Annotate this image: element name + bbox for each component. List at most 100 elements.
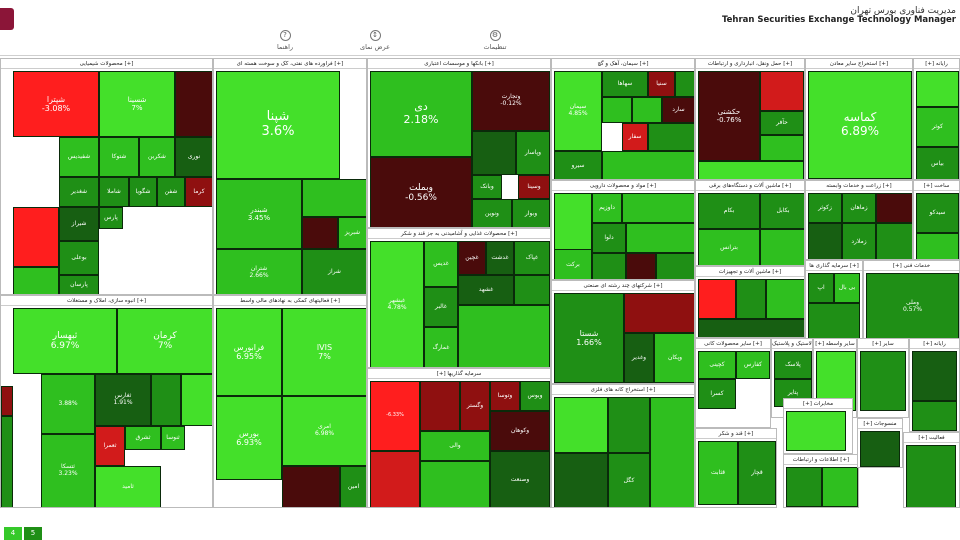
stock-tile[interactable]: ونوین [472,199,512,227]
sector-title[interactable]: زراعت و خدمات وابسته [+] [806,181,912,191]
stock-tile[interactable] [808,223,842,259]
sector-title[interactable]: استخراج سایر معادن [+] [806,59,912,69]
stock-tile[interactable]: غشهد [458,275,514,305]
stock-tile[interactable]: زماهان [842,193,876,223]
stock-tile[interactable]: کسرا [698,379,736,409]
stock-tile[interactable]: وگستر [460,381,490,431]
stock-tile[interactable]: شپنا 3.6% [216,71,340,179]
sector-title[interactable]: شرکتهای چند رشته ای صنعتی [+] [552,281,694,291]
stock-tile[interactable]: برکت [554,249,592,279]
stock-tile[interactable]: سهاها [602,71,648,97]
stock-tile[interactable] [698,279,736,319]
sector-title[interactable]: [+] ساخت [914,181,959,191]
stock-tile[interactable] [624,293,694,333]
stock-tile[interactable]: حآفر [760,111,804,135]
stock-tile[interactable] [766,279,804,319]
stock-tile[interactable]: شبندر 3.45% [216,179,302,249]
stock-tile[interactable]: والی [420,431,490,461]
stock-tile[interactable]: پلاسک [774,351,812,379]
stock-tile[interactable] [626,223,694,253]
stock-tile[interactable]: شیراز [59,207,99,241]
stock-tile[interactable] [650,397,694,507]
stock-tile[interactable] [554,397,608,453]
stock-tile[interactable]: داوزیم [592,193,622,223]
stock-tile[interactable] [656,253,694,279]
stock-tile[interactable]: کوثر [916,107,959,147]
sector-title[interactable]: فعالیتهای کمکی به نهادهای مالی واسط [+] [214,296,366,306]
stock-tile[interactable]: فرابورس 6.95% [216,308,282,396]
stock-tile[interactable]: اVIS 7% [282,308,366,396]
sector-title[interactable]: [+] سرمایه گذاریها [368,369,550,379]
stock-tile[interactable]: وبملت -0.56% [370,157,472,227]
sector-title[interactable]: بانکها و موسسات اعتباری [+] [368,59,550,69]
sector-title[interactable]: [+] خدمات فنی [864,261,959,271]
stock-tile[interactable] [13,267,59,294]
stock-tile[interactable] [592,253,626,279]
logo-tab[interactable] [0,8,14,30]
stock-tile[interactable] [675,71,694,97]
stock-tile[interactable] [760,229,804,265]
stock-tile[interactable]: غچین [458,241,486,275]
stock-tile[interactable]: وصنعت [490,451,550,507]
stock-tile[interactable] [602,97,632,123]
stock-tile[interactable] [1,416,13,507]
stock-tile[interactable]: بی بال [834,273,860,303]
stock-tile[interactable] [860,351,906,411]
sector-title[interactable]: [+] فعالیت [904,433,959,443]
stock-tile[interactable] [916,233,959,259]
stock-tile[interactable]: وملی 0.57% [866,273,959,339]
stock-tile[interactable]: پارس [99,207,123,229]
stock-tile[interactable]: شتران 2.66% [216,249,302,294]
display-mode-button[interactable]: ↕ عرض نمای [350,30,400,51]
stock-tile[interactable]: شاملا [99,177,129,207]
stock-tile[interactable] [602,151,694,179]
stock-tile[interactable]: شبریز [338,217,366,249]
stock-tile[interactable] [916,71,959,107]
stock-tile[interactable] [648,123,694,151]
stock-tile[interactable] [175,71,212,137]
stock-tile[interactable]: زکوثر [808,193,842,223]
stock-tile[interactable]: ثنوسا [161,426,185,450]
stock-tile[interactable]: شگویا [129,177,157,207]
stock-tile[interactable] [151,374,181,426]
stock-tile[interactable] [370,451,420,507]
stock-tile[interactable]: شپترا -3.08% [13,71,99,137]
stock-tile[interactable] [698,161,804,179]
stock-tile[interactable]: بکابل [760,193,804,229]
sector-title[interactable]: قند و شکر [+] [696,429,776,439]
stock-tile[interactable]: وتوسا [490,381,520,411]
stock-tile[interactable]: بیاس [916,147,959,179]
stock-tile[interactable]: سارد [662,97,694,123]
stock-tile[interactable] [760,71,804,111]
sector-title[interactable]: [+] منسوجات [858,419,902,429]
stock-tile[interactable]: سیدکو [916,193,959,233]
stock-tile[interactable] [698,319,804,337]
stock-tile[interactable]: دی 2.18% [370,71,472,157]
stock-tile[interactable]: وتجارت -0.12% [472,71,550,131]
stock-tile[interactable] [302,217,338,249]
stock-tile[interactable]: سنیا [648,71,675,97]
stock-tile[interactable]: غبشهر 4.78% [370,241,424,367]
sector-title[interactable]: [+] رایانه [914,59,959,69]
settings-button[interactable]: ⚙ تنظیمات [470,30,520,51]
page-button[interactable]: 4 [4,527,22,540]
stock-tile[interactable]: امری 6.98% [282,396,366,466]
stock-tile[interactable]: ثغارس 1.91% [95,374,151,426]
stock-tile[interactable]: ثبهسار 6.97% [13,308,117,374]
stock-tile[interactable]: حکشتی -0.76% [698,71,760,161]
stock-tile[interactable] [472,131,516,175]
stock-tile[interactable]: بورس 6.93% [216,396,282,480]
stock-tile[interactable]: شفیدیس [59,137,99,177]
stock-tile[interactable]: کرما [185,177,212,207]
stock-tile[interactable] [786,467,822,507]
sector-title[interactable]: [+] مخابرات [784,399,852,409]
sector-title[interactable]: سرمایه گذاری ها [+] [806,261,862,271]
stock-tile[interactable] [302,179,366,217]
stock-tile[interactable]: قچار [738,441,776,505]
sector-title[interactable]: [+] سایر [858,339,908,349]
stock-tile[interactable]: قثابت [698,441,738,505]
stock-tile[interactable]: شستا 1.66% [554,293,624,383]
stock-tile[interactable]: ثامید [95,466,161,507]
sector-title[interactable]: ماشین آلات و دستگاه‌های برقی [+] [696,181,804,191]
stock-tile[interactable] [622,193,694,223]
